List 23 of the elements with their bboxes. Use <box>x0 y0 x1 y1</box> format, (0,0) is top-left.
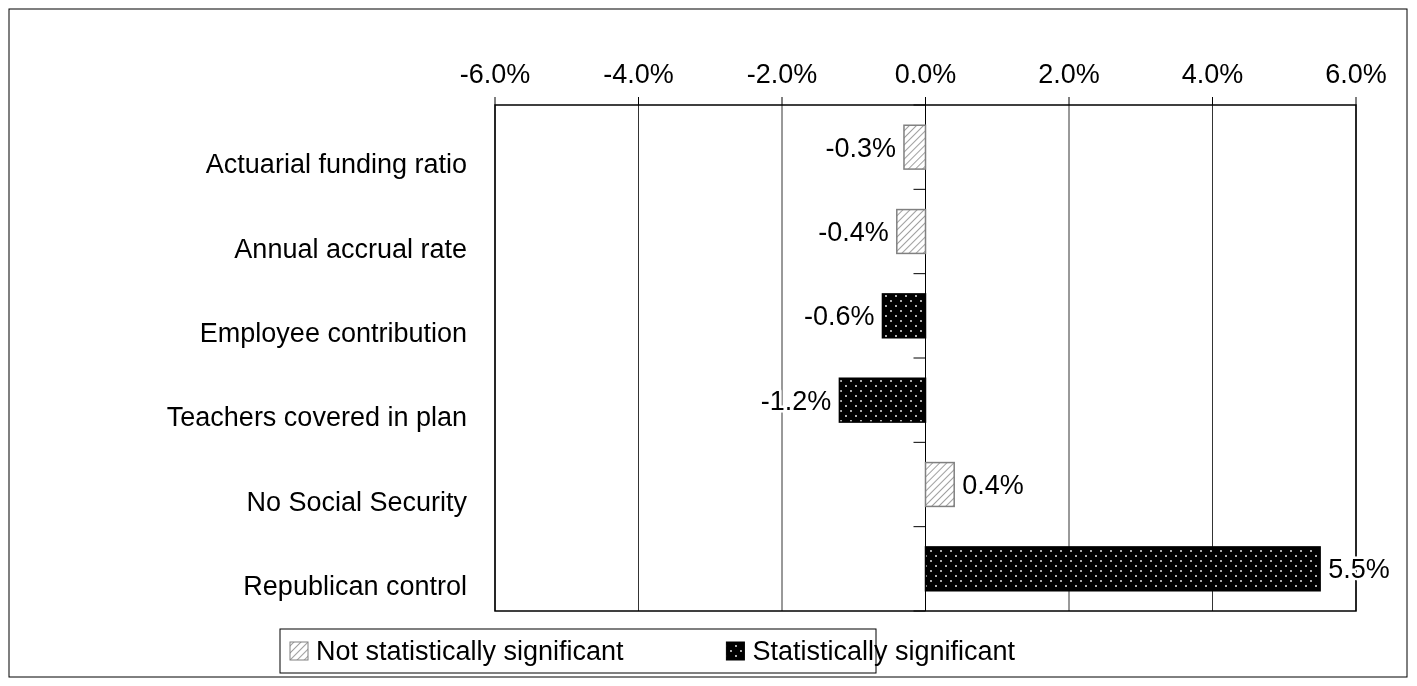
y-tick-label: Employee contribution <box>199 318 467 349</box>
bar <box>924 461 955 508</box>
bar <box>903 124 927 170</box>
data-label: -0.6% <box>803 301 875 332</box>
y-tick-label: Annual accrual rate <box>234 233 467 264</box>
x-tick-label: 4.0% <box>1181 59 1244 89</box>
x-tick-label: -2.0% <box>746 59 818 89</box>
x-tick-label: -4.0% <box>603 59 674 89</box>
x-tick-label: 0.0% <box>894 59 957 89</box>
y-tick-label: No Social Security <box>246 486 468 517</box>
data-label: 0.4% <box>962 469 1024 500</box>
y-tick-label: Actuarial funding ratio <box>205 149 467 180</box>
data-label: -1.2% <box>760 385 832 416</box>
legend-label: Statistically significant <box>752 636 1016 667</box>
data-label: -0.4% <box>818 216 889 247</box>
legend-label: Not statistically significant <box>316 636 625 667</box>
y-tick-label: Teachers covered in plan <box>166 402 467 433</box>
x-tick-label: -6.0% <box>459 59 531 89</box>
data-label: -0.3% <box>825 132 896 163</box>
bar <box>896 208 927 255</box>
x-tick-label: 2.0% <box>1038 59 1100 89</box>
x-tick-label: 6.0% <box>1325 59 1387 89</box>
y-tick-label: Republican control <box>243 571 467 602</box>
